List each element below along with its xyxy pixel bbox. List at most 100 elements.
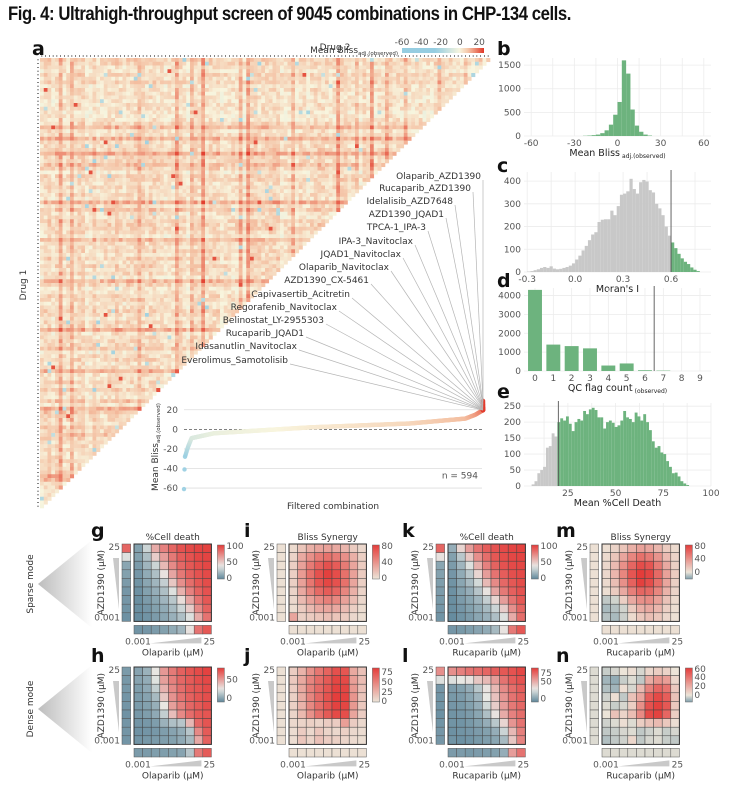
heatmap-cell [137,91,142,96]
heatmap-cell [122,223,127,228]
heatmap-cell [328,200,333,205]
heatmap-cell [190,219,195,224]
heatmap-cell [328,61,333,66]
heatmap-cell [43,148,48,153]
heatmap-cell [137,155,142,160]
heatmap-cell [261,234,266,239]
heatmap-cell [246,61,251,66]
heatmap-cell [212,226,217,231]
heatmap-cell [257,65,262,70]
heatmap-cell [261,185,266,190]
heatmap-cell [373,80,378,85]
heatmap-cell [325,125,330,130]
heatmap-cell [85,185,90,190]
heatmap-cell [122,189,127,194]
heatmap-cell [328,211,333,216]
heatmap-cell [208,215,213,220]
heatmap-cell [370,106,375,111]
heatmap-cell [212,181,217,186]
heatmap-cell [238,61,243,66]
heatmap-cell [190,185,195,190]
heatmap-cell [306,80,311,85]
heatmap-cell [227,178,232,183]
heatmap-cell [70,170,75,175]
heatmap-cell [201,140,206,145]
heatmap-cell [231,185,236,190]
heatmap-cell [325,69,330,74]
heatmap-cell [81,73,86,78]
heatmap-cell [325,76,330,81]
heatmap-cell [163,223,168,228]
heatmap-cell [317,110,322,115]
heatmap-cell [100,200,105,205]
heatmap-cell [246,129,251,134]
heatmap-cell [208,196,213,201]
heatmap-cell [100,136,105,141]
heatmap-cell [343,65,348,70]
heatmap-cell [250,241,255,246]
heatmap-cell [205,200,210,205]
heatmap-cell [126,129,131,134]
heatmap-cell [276,193,281,198]
heatmap-cell [257,178,262,183]
heatmap-cell [163,189,168,194]
heatmap-cell [122,249,127,254]
heatmap-cell [126,118,131,123]
heatmap-cell [362,144,367,149]
heatmap-cell [70,80,75,85]
heatmap-cell [137,159,142,164]
heatmap-cell [88,166,93,171]
heatmap-cell [418,99,423,104]
heatmap-cell [51,91,56,96]
heatmap-cell [328,136,333,141]
heatmap-cell [92,204,97,209]
heatmap-cell [392,129,397,134]
heatmap-cell [47,91,52,96]
heatmap-cell [107,99,112,104]
heatmap-cell [223,151,228,156]
heatmap-cell [145,185,150,190]
heatmap-cell [152,159,157,164]
heatmap-cell [265,61,270,66]
heatmap-cell [167,148,172,153]
heatmap-cell [190,204,195,209]
heatmap-cell [321,103,326,108]
heatmap-cell [111,155,116,160]
heatmap-cell [175,253,180,258]
heatmap-cell [328,204,333,209]
heatmap-cell [148,110,153,115]
heatmap-cell [122,140,127,145]
heatmap-cell [302,163,307,168]
heatmap-cell [246,73,251,78]
heatmap-cell [287,151,292,156]
heatmap-cell [148,133,153,138]
heatmap-cell [190,155,195,160]
heatmap-cell [92,99,97,104]
heatmap-cell [96,196,101,201]
heatmap-cell [463,73,468,78]
heatmap-cell [137,114,142,119]
heatmap-cell [328,208,333,213]
heatmap-cell [242,121,247,126]
heatmap-cell [160,125,165,130]
heatmap-cell [171,144,176,149]
heatmap-cell [403,129,408,134]
heatmap-cell [77,148,82,153]
heatmap-cell [238,163,243,168]
heatmap-cell [182,215,187,220]
heatmap-cell [238,129,243,134]
heatmap-cell [190,234,195,239]
heatmap-cell [336,166,341,171]
heatmap-cell [486,58,491,63]
heatmap-cell [163,234,168,239]
heatmap-cell [137,95,142,100]
heatmap-cell [175,99,180,104]
heatmap-cell [193,226,198,231]
heatmap-cell [103,73,108,78]
heatmap-cell [220,208,225,213]
heatmap-cell [205,219,210,224]
heatmap-cell [126,114,131,119]
heatmap-cell [287,215,292,220]
heatmap-cell [265,95,270,100]
heatmap-cell [253,245,258,250]
